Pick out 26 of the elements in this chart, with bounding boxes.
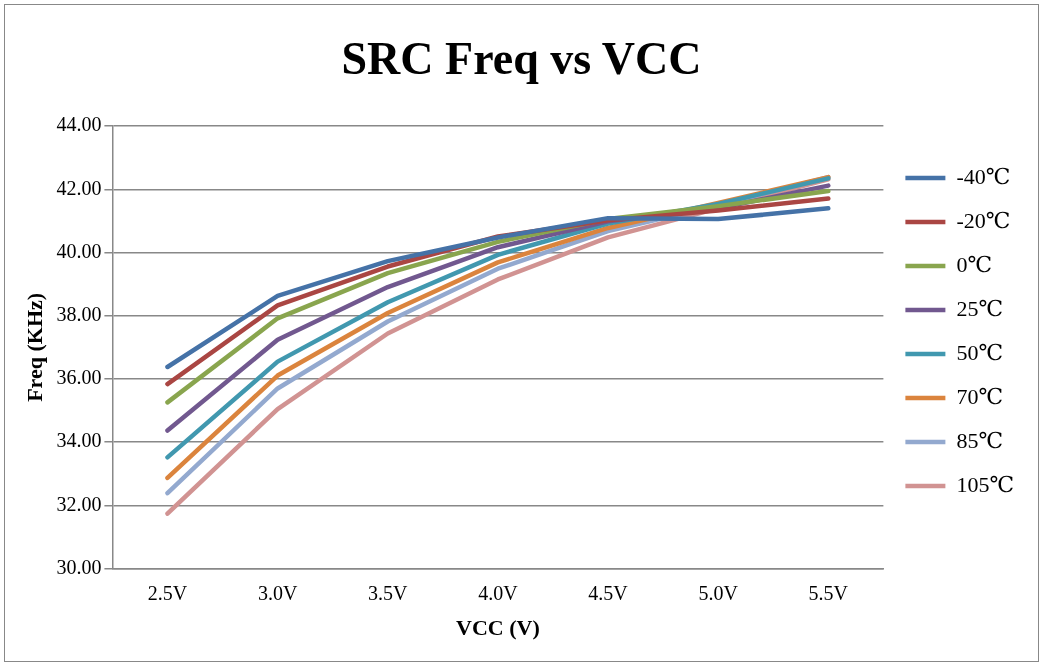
legend-label: 70℃ <box>956 383 1004 409</box>
x-tick-label: 2.5V <box>147 581 188 604</box>
y-tick-label: 44.00 <box>56 113 102 136</box>
legend-label: 50℃ <box>956 339 1004 365</box>
x-tick-label: 3.5V <box>368 581 409 604</box>
y-axis-title: Freq (KHz) <box>21 292 47 402</box>
y-tick-label: 38.00 <box>56 303 102 326</box>
x-tick-label: 3.0V <box>257 581 298 604</box>
y-tick-label: 32.00 <box>56 492 102 515</box>
x-tick-label: 4.0V <box>478 581 519 604</box>
legend-label: -20℃ <box>956 207 1011 233</box>
legend-label: 25℃ <box>956 295 1004 321</box>
y-tick-label: 30.00 <box>56 555 102 578</box>
y-tick-label: 42.00 <box>56 176 102 199</box>
legend-label: -40℃ <box>956 163 1011 189</box>
y-tick-label: 36.00 <box>56 366 102 389</box>
legend-label: 0℃ <box>956 251 993 277</box>
x-tick-label: 4.5V <box>588 581 629 604</box>
y-tick-label: 34.00 <box>56 429 102 452</box>
legend-label: 85℃ <box>956 427 1004 453</box>
x-tick-label: 5.0V <box>698 581 739 604</box>
x-tick-label: 5.5V <box>808 581 849 604</box>
legend-label: 105℃ <box>956 471 1015 497</box>
chart-title: SRC Freq vs VCC <box>341 33 702 85</box>
x-axis-title: VCC (V) <box>456 615 540 641</box>
y-tick-label: 40.00 <box>56 239 102 262</box>
